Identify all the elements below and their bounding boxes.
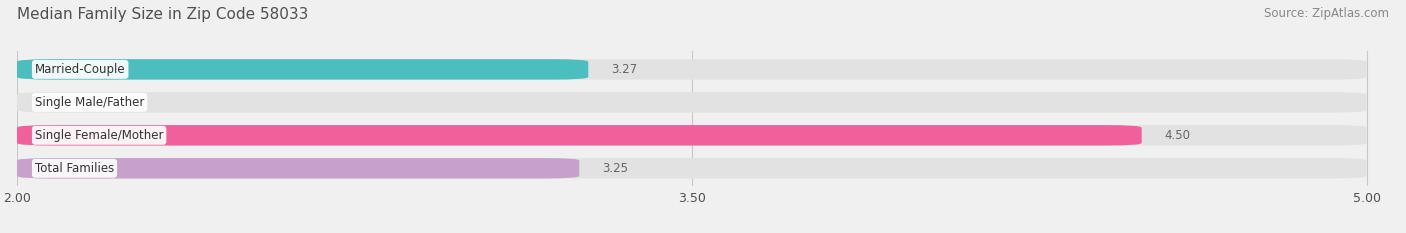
Text: Single Male/Father: Single Male/Father	[35, 96, 145, 109]
FancyBboxPatch shape	[17, 59, 588, 80]
FancyBboxPatch shape	[17, 92, 1367, 113]
Text: Total Families: Total Families	[35, 162, 114, 175]
FancyBboxPatch shape	[17, 125, 1142, 146]
Text: 3.27: 3.27	[610, 63, 637, 76]
Text: Median Family Size in Zip Code 58033: Median Family Size in Zip Code 58033	[17, 7, 308, 22]
FancyBboxPatch shape	[17, 158, 579, 178]
Text: Single Female/Mother: Single Female/Mother	[35, 129, 163, 142]
FancyBboxPatch shape	[17, 125, 1367, 146]
FancyBboxPatch shape	[17, 59, 1367, 80]
Text: 2.00: 2.00	[39, 96, 65, 109]
Text: Married-Couple: Married-Couple	[35, 63, 125, 76]
FancyBboxPatch shape	[17, 158, 1367, 178]
Text: 4.50: 4.50	[1164, 129, 1189, 142]
Text: Source: ZipAtlas.com: Source: ZipAtlas.com	[1264, 7, 1389, 20]
Text: 3.25: 3.25	[602, 162, 627, 175]
